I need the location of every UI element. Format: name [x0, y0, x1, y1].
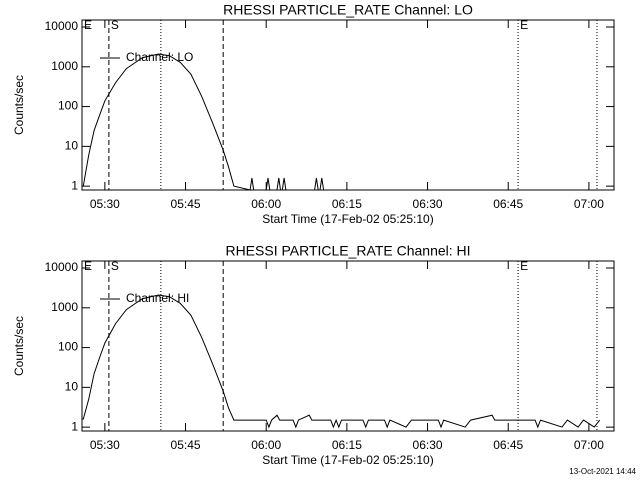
- y-tick-label: 10: [65, 380, 79, 394]
- y-tick-label: 1: [71, 419, 78, 433]
- y-axis-label: Counts/sec: [12, 75, 26, 135]
- x-tick-label: 05:45: [171, 438, 201, 452]
- y-tick-label: 1000: [51, 300, 78, 314]
- x-tick-label: 06:45: [493, 197, 523, 211]
- x-tick-label: 05:45: [171, 197, 201, 211]
- x-tick-label: 06:30: [413, 438, 443, 452]
- plot-frame: [81, 260, 615, 432]
- x-tick-label: 06:30: [413, 197, 443, 211]
- marker-label: E: [520, 18, 528, 32]
- marker-label: S: [111, 259, 119, 273]
- x-tick-label: 05:30: [90, 197, 120, 211]
- y-axis-label: Counts/sec: [12, 316, 26, 376]
- legend-label: Channel: LO: [126, 50, 193, 64]
- legend-label: Channel: HI: [126, 291, 189, 305]
- y-tick-label: 1000: [51, 59, 78, 73]
- marker-label: E: [84, 18, 92, 32]
- x-tick-label: 06:45: [493, 438, 523, 452]
- y-tick-label: 100: [58, 340, 78, 354]
- y-tick-label: 10000: [45, 19, 79, 33]
- x-tick-label: 07:00: [574, 197, 604, 211]
- y-tick-label: 10: [65, 139, 79, 153]
- x-tick-label: 07:00: [574, 438, 604, 452]
- y-tick-label: 10000: [45, 260, 79, 274]
- data-line: [82, 294, 601, 429]
- marker-label: S: [111, 18, 119, 32]
- x-tick-label: 06:00: [251, 438, 281, 452]
- y-tick-label: 1: [71, 178, 78, 192]
- data-line: [82, 53, 614, 191]
- x-tick-label: 06:15: [332, 197, 362, 211]
- x-tick-label: 05:30: [90, 438, 120, 452]
- x-tick-label: 06:15: [332, 438, 362, 452]
- footer: 13-Oct-2021 14:44: [569, 467, 636, 476]
- x-tick-label: 06:00: [251, 197, 281, 211]
- marker-label: E: [84, 259, 92, 273]
- y-tick-label: 100: [58, 99, 78, 113]
- x-axis-label: Start Time (17-Feb-02 05:25:10): [262, 212, 433, 226]
- chart-title: RHESSI PARTICLE_RATE Channel: HI: [225, 243, 470, 259]
- chart-title: RHESSI PARTICLE_RATE Channel: LO: [223, 2, 473, 18]
- x-axis-label: Start Time (17-Feb-02 05:25:10): [262, 453, 433, 467]
- marker-label: E: [520, 259, 528, 273]
